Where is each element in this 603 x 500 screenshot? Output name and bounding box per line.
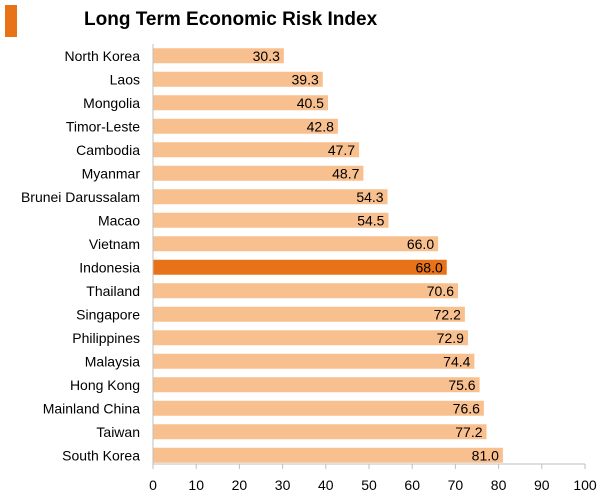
- value-label: 66.0: [407, 236, 434, 252]
- category-label: Malaysia: [85, 353, 140, 369]
- bar-south-korea: [153, 447, 503, 463]
- x-tick-label: 70: [448, 477, 464, 493]
- value-label: 48.7: [332, 165, 359, 181]
- bar-vietnam: [153, 236, 439, 252]
- category-label: Brunei Darussalam: [21, 189, 140, 205]
- bar-north-korea: [153, 48, 284, 64]
- category-label: Hong Kong: [70, 377, 140, 393]
- category-label: Philippines: [72, 330, 140, 346]
- bar-macao: [153, 212, 389, 228]
- x-tick-label: 0: [149, 477, 157, 493]
- category-label: South Korea: [62, 447, 140, 463]
- x-tick-label: 50: [361, 477, 377, 493]
- x-tick-label: 10: [188, 477, 204, 493]
- value-label: 68.0: [416, 259, 443, 275]
- category-label: Mainland China: [43, 400, 140, 416]
- value-label: 40.5: [297, 95, 324, 111]
- x-tick-label: 60: [404, 477, 420, 493]
- bar-thailand: [153, 283, 458, 299]
- category-label: North Korea: [65, 48, 141, 64]
- category-label: Taiwan: [96, 424, 140, 440]
- value-label: 30.3: [253, 48, 280, 64]
- category-label: Singapore: [76, 306, 140, 322]
- chart-title: Long Term Economic Risk Index: [84, 9, 378, 30]
- category-label: Laos: [110, 71, 140, 87]
- category-label: Cambodia: [76, 142, 140, 158]
- value-label: 42.8: [307, 118, 334, 134]
- x-tick-label: 100: [573, 477, 597, 493]
- bar-laos: [153, 71, 323, 87]
- category-label: Thailand: [86, 283, 140, 299]
- bar-brunei-darussalam: [153, 189, 388, 205]
- category-label: Indonesia: [79, 259, 140, 275]
- value-label: 39.3: [292, 71, 319, 87]
- value-label: 54.3: [356, 189, 383, 205]
- bar-hong-kong: [153, 377, 480, 393]
- category-label: Mongolia: [83, 95, 140, 111]
- bar-myanmar: [153, 165, 364, 181]
- x-tick-label: 80: [491, 477, 507, 493]
- value-label: 72.2: [434, 306, 461, 322]
- value-label: 54.5: [357, 212, 384, 228]
- bar-malaysia: [153, 353, 475, 369]
- value-label: 72.9: [437, 330, 464, 346]
- bar-philippines: [153, 330, 468, 346]
- x-tick-label: 40: [318, 477, 334, 493]
- bar-taiwan: [153, 424, 487, 440]
- category-label: Timor-Leste: [66, 118, 140, 134]
- bar-cambodia: [153, 142, 360, 158]
- title-accent-bar: [5, 5, 17, 37]
- bar-mongolia: [153, 95, 328, 111]
- value-label: 77.2: [455, 424, 482, 440]
- bar-singapore: [153, 306, 465, 322]
- value-label: 81.0: [472, 447, 499, 463]
- x-tick-label: 30: [275, 477, 291, 493]
- value-label: 47.7: [328, 142, 355, 158]
- category-label: Myanmar: [82, 165, 141, 181]
- value-label: 74.4: [443, 353, 470, 369]
- value-label: 75.6: [448, 377, 475, 393]
- x-tick-label: 20: [232, 477, 248, 493]
- value-label: 70.6: [427, 283, 454, 299]
- bar-indonesia: [153, 259, 447, 275]
- category-label: Vietnam: [89, 236, 140, 252]
- category-label: Macao: [98, 212, 140, 228]
- x-tick-label: 90: [534, 477, 550, 493]
- bar-mainland-china: [153, 400, 484, 416]
- bar-timor-leste: [153, 118, 338, 134]
- value-label: 76.6: [453, 400, 480, 416]
